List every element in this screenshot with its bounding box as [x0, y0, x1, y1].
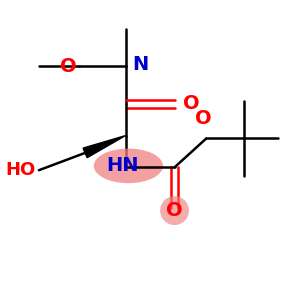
Text: HN: HN — [106, 156, 139, 176]
Text: O: O — [166, 201, 183, 220]
Text: O: O — [195, 110, 212, 128]
Text: N: N — [133, 56, 149, 74]
Text: O: O — [183, 94, 200, 113]
Ellipse shape — [160, 196, 189, 225]
Text: O: O — [60, 57, 76, 76]
Ellipse shape — [94, 148, 163, 183]
Text: HO: HO — [6, 161, 36, 179]
Polygon shape — [83, 136, 125, 158]
